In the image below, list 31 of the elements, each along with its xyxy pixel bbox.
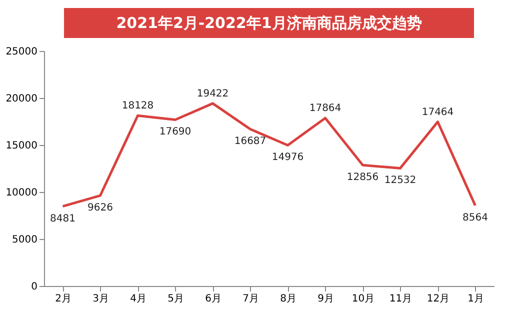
data-label: 14976 (272, 152, 304, 164)
x-tick-label: 1月 (468, 294, 484, 304)
data-label: 12532 (384, 175, 416, 186)
data-label: 16687 (234, 136, 266, 148)
data-label: 12856 (346, 172, 379, 184)
x-tick-label: 8月 (280, 294, 296, 304)
y-tick-label: 15000 (6, 140, 38, 152)
data-label: 17864 (309, 103, 342, 114)
x-tick-label: 11月 (389, 294, 412, 304)
x-tick-label: 12月 (426, 294, 450, 304)
y-tick-label: 10000 (6, 188, 38, 198)
x-tick-label: 5月 (168, 294, 184, 304)
data-label: 18128 (122, 100, 154, 112)
y-tick-label: 5000 (12, 234, 38, 246)
data-label: 17464 (422, 106, 454, 118)
data-label: 17690 (159, 126, 192, 138)
data-label: 9626 (88, 202, 113, 214)
y-tick-label: 25000 (6, 46, 38, 58)
chart-title: 2021年2月-2022年1月济南商品房成交趋势 (116, 14, 422, 32)
x-tick-label: 3月 (92, 294, 109, 304)
x-tick-label: 7月 (242, 294, 259, 304)
x-tick-label: 10月 (352, 294, 375, 304)
x-tick-label: 6月 (205, 294, 222, 304)
data-label: 8564 (462, 212, 488, 224)
y-tick-label: 20000 (6, 94, 38, 104)
x-tick-label: 4月 (130, 294, 146, 304)
y-tick-label: 0 (31, 282, 38, 292)
x-tick-label: 2月 (55, 294, 72, 304)
data-label: 19422 (196, 88, 229, 100)
x-tick-label: 9月 (318, 294, 334, 304)
data-label: 8481 (50, 213, 76, 224)
